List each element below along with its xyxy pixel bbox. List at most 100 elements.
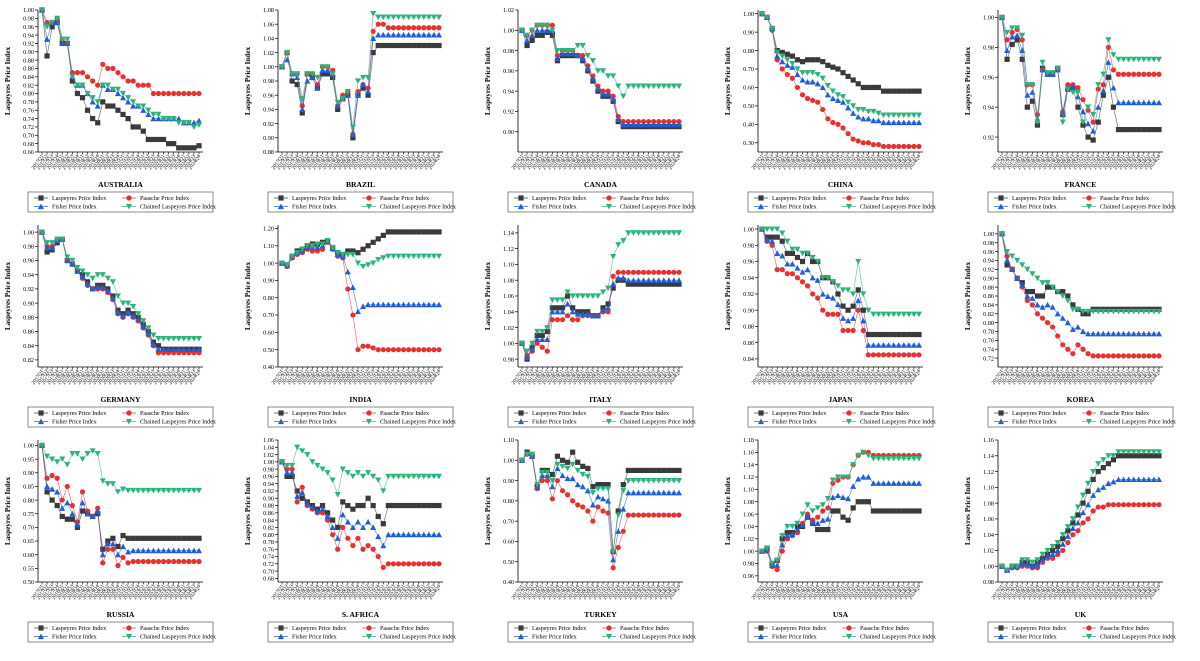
data-point [810, 97, 816, 103]
legend-marker [758, 625, 764, 631]
data-point [875, 84, 882, 91]
data-point [140, 107, 147, 113]
data-point [115, 70, 121, 76]
data-point [1105, 461, 1111, 467]
data-point [666, 281, 672, 287]
y-tick-label: 1.04 [743, 524, 754, 531]
data-point [570, 449, 576, 455]
y-tick-label: 0.82 [263, 525, 274, 532]
legend-marker [998, 203, 1004, 210]
data-point [534, 32, 540, 38]
data-point [344, 251, 351, 258]
chart-title: S. AFRICA [342, 610, 380, 619]
data-point [109, 295, 116, 301]
y-tick-label: 0.70 [263, 312, 274, 319]
data-point [585, 508, 591, 514]
legend-marker [366, 410, 372, 416]
y-tick-label: 0.98 [983, 240, 994, 247]
data-point [185, 120, 192, 126]
data-point [880, 508, 887, 514]
data-point [594, 86, 601, 92]
data-point [559, 472, 566, 479]
data-point [49, 19, 56, 26]
legend: Laspeyres Price Index Paasche Price Index… [747, 406, 936, 428]
data-point [165, 115, 172, 122]
data-point [426, 229, 432, 235]
data-point [190, 124, 197, 130]
data-point [625, 281, 631, 287]
data-point [855, 287, 861, 293]
data-point [896, 143, 902, 150]
data-point [880, 112, 887, 119]
data-point [834, 301, 841, 308]
data-point [375, 533, 382, 540]
data-point [906, 508, 912, 514]
data-point [44, 489, 50, 495]
y-tick-label: 0.94 [23, 272, 34, 279]
data-point [779, 238, 785, 244]
data-point [181, 558, 187, 565]
data-point [1100, 465, 1106, 471]
data-point [539, 32, 545, 38]
data-point [344, 518, 351, 525]
data-point [819, 290, 826, 297]
data-point [640, 118, 647, 125]
data-point [850, 103, 857, 109]
data-point [885, 112, 892, 119]
data-point [415, 301, 422, 308]
data-point [395, 502, 402, 509]
data-point [400, 347, 407, 353]
data-point [840, 315, 847, 321]
data-point [1049, 70, 1056, 76]
data-point [1080, 97, 1086, 103]
y-tick-label: 1.02 [503, 7, 514, 14]
legend-label: Fisher Price Index [772, 420, 817, 426]
data-point [819, 84, 826, 91]
data-point [375, 477, 382, 484]
y-tick-label: 1.14 [983, 453, 994, 460]
data-point [574, 467, 581, 474]
data-point [1151, 502, 1157, 508]
data-point [1024, 92, 1031, 98]
data-point [1004, 47, 1011, 53]
data-point [840, 303, 846, 309]
data-point [69, 70, 75, 76]
data-point [875, 331, 882, 338]
data-point [774, 234, 780, 240]
legend-label: Fisher Price Index [1012, 420, 1057, 426]
data-point [519, 27, 525, 34]
data-point [330, 532, 336, 538]
data-point [150, 341, 157, 347]
data-point [79, 82, 86, 89]
legend-label: Chained Laspeyres Price Index [140, 205, 216, 211]
data-point [125, 115, 131, 122]
data-point [150, 535, 157, 541]
legend-marker [606, 410, 612, 416]
data-point [54, 502, 60, 509]
data-point [1065, 293, 1071, 299]
data-point [176, 90, 182, 97]
data-point [1100, 82, 1106, 88]
legend-marker [126, 195, 132, 201]
y-tick-label: 0.78 [983, 329, 994, 336]
data-point [390, 229, 397, 235]
y-axis-label: Laspeyres Price Index [4, 47, 12, 116]
y-axis-label: Laspeyres Price Index [484, 47, 492, 116]
y-tick-label: 0.98 [23, 16, 34, 23]
y-tick-label: 0.96 [503, 68, 514, 75]
y-tick-label: 0.90 [23, 49, 34, 56]
y-tick-label: 0.86 [23, 329, 34, 336]
data-point [1024, 297, 1030, 304]
data-point [324, 71, 331, 77]
y-tick-label: 0.86 [23, 66, 34, 73]
data-point [534, 328, 541, 335]
data-point [400, 301, 407, 308]
data-point [825, 116, 831, 122]
data-point [835, 508, 841, 514]
data-point [774, 226, 781, 233]
data-point [1100, 504, 1106, 510]
y-tick-label: 0.86 [983, 293, 994, 300]
data-point [1044, 301, 1051, 308]
data-point [329, 524, 336, 530]
data-point [1004, 29, 1011, 36]
